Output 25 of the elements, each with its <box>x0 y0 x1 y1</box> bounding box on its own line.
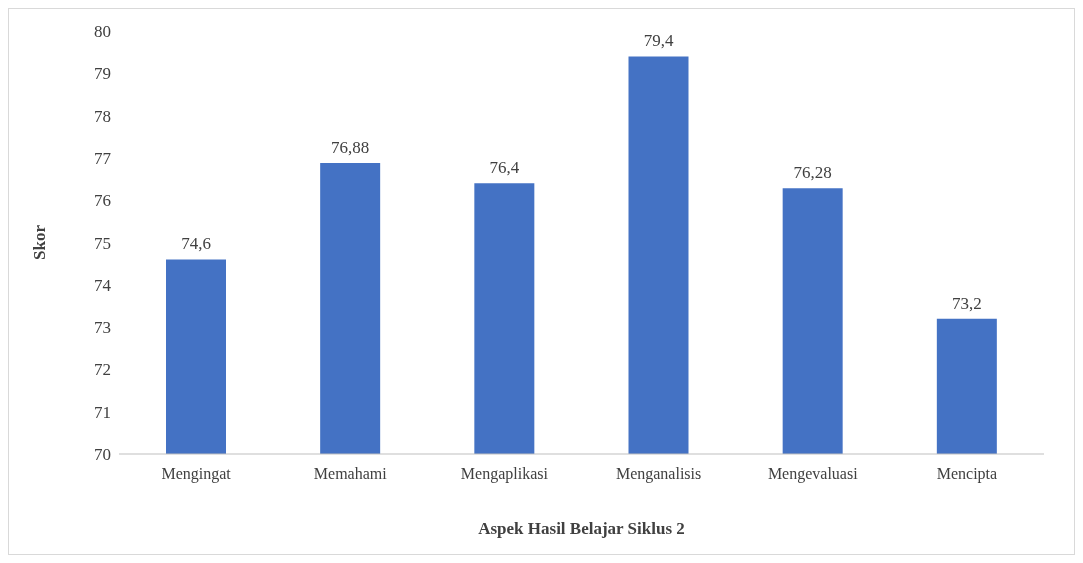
y-tick-label: 70 <box>94 445 111 465</box>
data-label: 76,88 <box>331 137 370 157</box>
y-tick-label: 71 <box>94 402 111 422</box>
data-label: 74,6 <box>181 234 211 254</box>
data-label: 76,28 <box>793 163 832 183</box>
x-tick-label: Memahami <box>313 465 388 483</box>
data-label: 76,4 <box>489 158 520 178</box>
x-tick-label: Mengaplikasi <box>460 465 549 484</box>
x-axis-title: Aspek Hasil Belajar Siklus 2 <box>478 519 685 538</box>
x-tick-label: Mencipta <box>936 465 998 484</box>
y-tick-label: 79 <box>94 64 111 84</box>
y-tick-label: 73 <box>94 318 111 338</box>
y-tick-label: 76 <box>94 191 111 211</box>
data-label: 79,4 <box>643 31 674 51</box>
data-label: 73,2 <box>951 293 982 313</box>
x-tick-label: Menganalisis <box>615 465 702 484</box>
y-tick-label: 77 <box>94 148 112 168</box>
y-tick-label: 74 <box>94 275 112 295</box>
y-tick-label: 72 <box>94 360 111 380</box>
x-tick-label: Mengevaluasi <box>767 465 859 484</box>
y-tick-label: 78 <box>94 106 111 126</box>
x-tick-label: Mengingat <box>161 465 232 484</box>
y-tick-label: 80 <box>94 22 111 42</box>
y-axis-title: Skor <box>30 224 50 260</box>
y-tick-label: 75 <box>94 233 111 253</box>
